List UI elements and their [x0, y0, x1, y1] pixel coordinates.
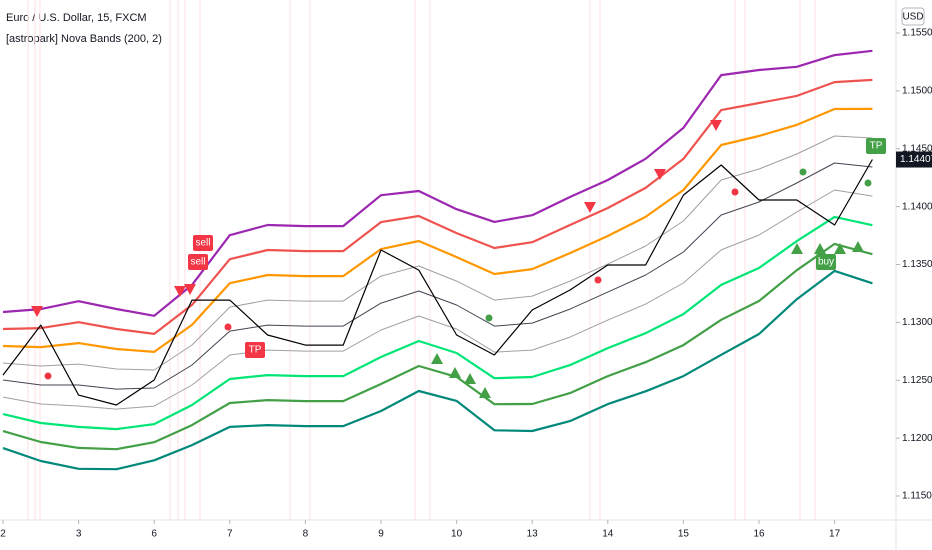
band-line — [2, 189, 873, 410]
signal-label: TP — [249, 345, 262, 356]
sell-arrow — [184, 284, 196, 295]
sell-arrow — [710, 120, 722, 131]
x-tick-label: 9 — [378, 529, 384, 540]
buy-arrow — [834, 243, 846, 254]
signal-box — [245, 342, 265, 358]
currency-box[interactable] — [901, 7, 925, 26]
y-tick-label: 1.12500 — [902, 375, 932, 386]
y-tick-label: 1.14000 — [902, 201, 932, 212]
x-tick-label: 17 — [829, 529, 841, 540]
signal-box — [866, 138, 886, 154]
signal-dot — [44, 372, 52, 380]
x-tick-label: 7 — [227, 529, 233, 540]
y-tick-label: 1.12000 — [902, 433, 932, 444]
signal-label: TP — [870, 141, 883, 152]
band-line — [2, 78, 873, 335]
last-price-label: 1.14407 — [900, 154, 932, 165]
x-tick-label: 6 — [151, 529, 157, 540]
signal-dot — [864, 179, 872, 187]
signal-box — [188, 254, 208, 270]
x-tick-label: 14 — [602, 529, 614, 540]
sell-arrow — [654, 169, 666, 180]
signal-label: sell — [195, 238, 210, 249]
signal-label: buy — [818, 257, 834, 268]
band-line — [2, 49, 873, 317]
x-tick-label: 13 — [527, 529, 539, 540]
band-line — [2, 135, 873, 371]
x-tick-label: 3 — [76, 529, 82, 540]
band-line — [2, 162, 873, 390]
price-line — [2, 159, 873, 406]
chart-title: Euro / U.S. Dollar, 15, FXCM — [6, 12, 147, 24]
y-tick-label: 1.15500 — [902, 28, 932, 39]
sell-arrow — [31, 306, 43, 317]
buy-arrow — [449, 367, 461, 378]
x-tick-label: 10 — [451, 529, 463, 540]
y-tick-label: 1.15000 — [902, 86, 932, 97]
signal-dot — [731, 188, 739, 196]
buy-arrow — [431, 353, 443, 364]
currency[interactable]: USD — [902, 12, 923, 23]
signal-dot — [799, 168, 807, 176]
signal-box — [816, 254, 836, 270]
buy-arrow — [479, 387, 491, 398]
band-line — [2, 269, 873, 471]
last-price-badge — [896, 151, 932, 168]
x-tick-label: 8 — [303, 529, 309, 540]
signal-dot — [594, 276, 602, 284]
band-line — [2, 107, 873, 353]
band-line — [2, 215, 873, 431]
sell-arrow — [584, 202, 596, 213]
sell-arrow — [174, 286, 186, 297]
buy-arrow — [852, 241, 864, 252]
x-tick-label: 16 — [753, 529, 765, 540]
band-line — [2, 242, 873, 451]
signal-label: sell — [190, 257, 205, 268]
x-tick-label: 2 — [0, 529, 6, 540]
buy-arrow — [791, 243, 803, 254]
indicator-name: [astropark] Nova Bands (200, 2) — [6, 33, 162, 45]
signal-box — [193, 235, 213, 251]
buy-arrow — [464, 373, 476, 384]
y-tick-label: 1.13000 — [902, 317, 932, 328]
signal-dot — [485, 314, 493, 322]
x-tick-label: 15 — [678, 529, 690, 540]
buy-arrow — [814, 243, 826, 254]
y-tick-label: 1.11500 — [902, 491, 932, 502]
y-tick-label: 1.13500 — [902, 259, 932, 270]
y-tick-label: 1.14500 — [902, 143, 932, 154]
signal-dot — [224, 323, 232, 331]
